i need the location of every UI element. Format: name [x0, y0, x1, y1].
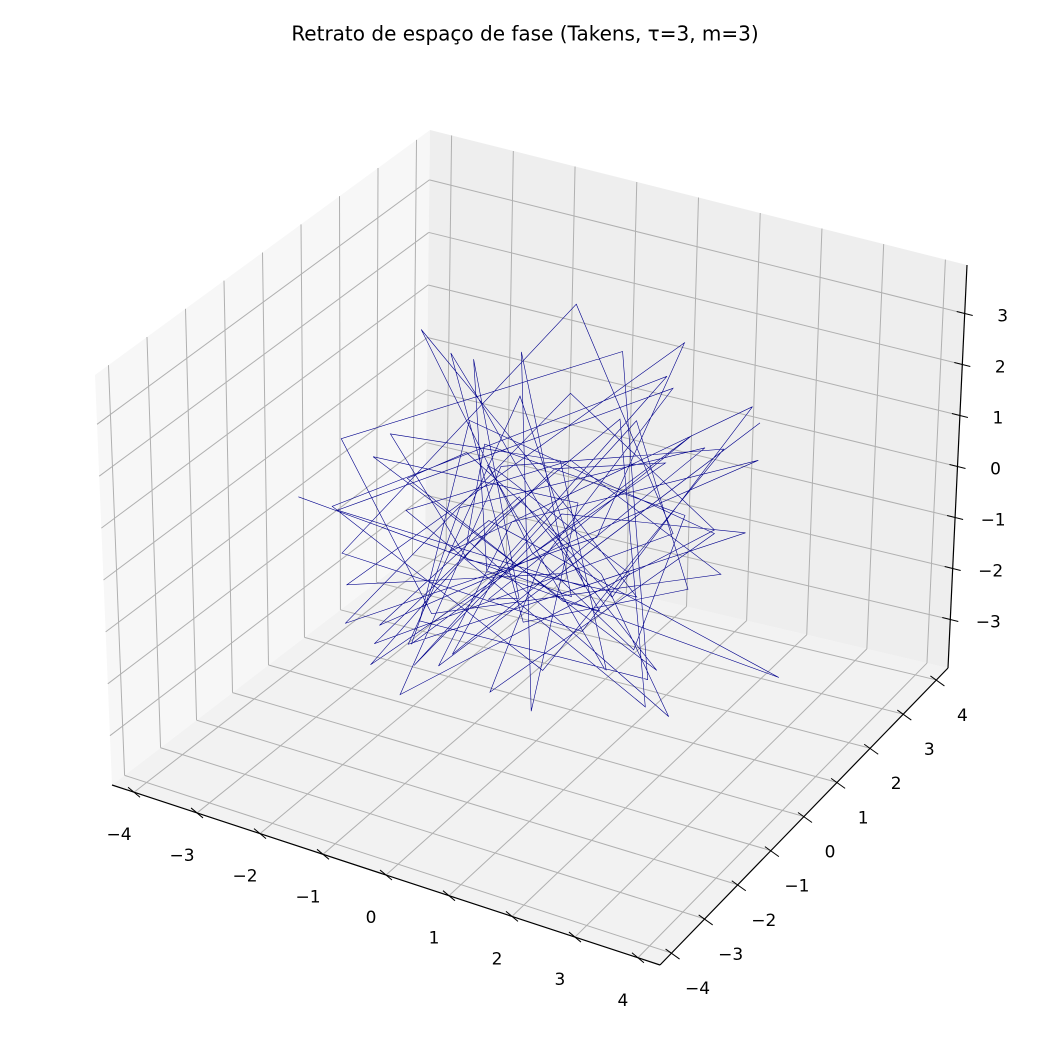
y-tick: [731, 880, 747, 892]
x-tick-label: −3: [170, 846, 195, 866]
x-tick: [253, 828, 267, 840]
grid-line: [103, 337, 428, 581]
grid-line: [105, 389, 428, 633]
grid-line: [427, 337, 958, 467]
x-tick-label: 4: [618, 991, 629, 1011]
y-tick-label: 0: [825, 843, 836, 863]
grid-line: [124, 774, 672, 954]
y-tick: [830, 777, 846, 789]
y-tick: [897, 709, 912, 721]
x-tick-label: 3: [555, 970, 566, 990]
x-tick: [190, 807, 204, 819]
grid-line: [98, 232, 430, 477]
y-tick-label: −4: [685, 979, 710, 999]
grid-line: [429, 179, 965, 314]
grid-line: [304, 636, 838, 783]
z-tick: [956, 310, 973, 316]
y-tick: [698, 914, 713, 926]
grid-line: [426, 389, 956, 518]
chart-title: Retrato de espaço de fase (Takens, τ=3, …: [291, 22, 758, 46]
y-tick: [863, 743, 879, 755]
y-tick-label: −2: [751, 911, 776, 931]
grid-line: [96, 179, 430, 425]
z-tick-label: 3: [997, 306, 1008, 326]
x-tick: [379, 869, 393, 881]
x-tick: [316, 848, 330, 860]
z-tick-label: −3: [976, 613, 1001, 633]
z-tick: [951, 413, 969, 418]
x-tick: [631, 952, 645, 964]
grid-line: [425, 494, 951, 621]
grid-line: [232, 692, 772, 852]
z-tick: [944, 566, 961, 572]
z-tick-label: 2: [995, 357, 1006, 377]
x-tick-label: −1: [295, 887, 320, 907]
y-tick-label: 2: [891, 774, 902, 794]
x-tick-label: 0: [366, 908, 377, 928]
x-tick-label: 1: [429, 929, 440, 949]
z-tick-label: 1: [992, 408, 1003, 428]
y-tick: [764, 846, 780, 858]
x-tick-label: −4: [107, 825, 132, 845]
z-tick: [954, 361, 971, 367]
y-tick-label: −1: [784, 877, 809, 897]
y-tick: [930, 675, 945, 687]
grid-line: [268, 664, 805, 817]
x-tick: [127, 786, 141, 798]
z-tick: [942, 617, 959, 623]
z-tick-label: −1: [981, 511, 1006, 531]
grid-line: [107, 442, 427, 685]
z-tick-label: −2: [978, 562, 1003, 582]
grid-line: [160, 747, 705, 920]
z-tick: [946, 515, 964, 520]
grid-line: [109, 494, 426, 737]
y-tick-label: 1: [858, 808, 869, 828]
y-tick: [665, 948, 680, 960]
y-tick-label: 4: [957, 706, 968, 726]
grid-line: [426, 442, 953, 570]
y-tick-label: −3: [718, 945, 743, 965]
x-tick-label: −2: [232, 867, 257, 887]
x-tick: [568, 931, 582, 943]
grid-line: [340, 609, 871, 749]
y-tick-label: 3: [924, 740, 935, 760]
y-tick: [797, 812, 813, 823]
floor-pane: [112, 545, 948, 965]
z-tick: [949, 464, 966, 469]
grid-line: [428, 284, 961, 416]
grid-line: [101, 284, 429, 529]
phase-line: [298, 303, 780, 717]
x-tick-label: 2: [492, 949, 503, 969]
back-pane: [425, 130, 967, 668]
z-tick-label: 0: [990, 460, 1001, 480]
grid-line: [196, 719, 738, 886]
x-tick: [442, 890, 456, 902]
grid-line: [428, 231, 963, 365]
x-tick: [505, 910, 519, 922]
